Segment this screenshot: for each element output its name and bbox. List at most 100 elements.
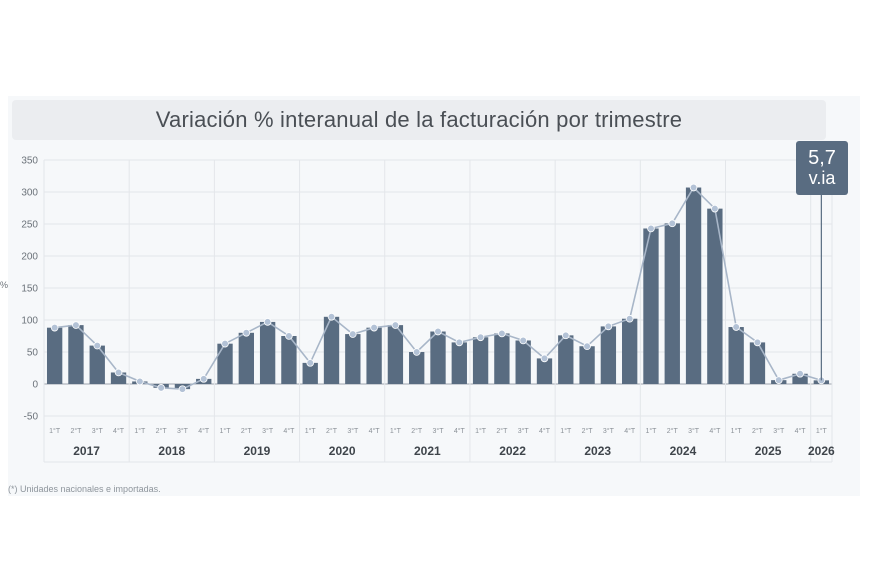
- y-tick-label: 0: [32, 380, 38, 391]
- bar: [430, 331, 446, 384]
- bar: [217, 343, 233, 384]
- quarter-label: 3°T: [603, 427, 615, 435]
- data-point: [136, 377, 144, 386]
- data-point: [583, 342, 591, 351]
- bar: [792, 373, 808, 384]
- data-point: [689, 183, 698, 192]
- bar: [664, 223, 680, 384]
- last-value-callout: 5,7 v.ia: [796, 141, 848, 195]
- year-label: 2018: [158, 444, 185, 458]
- data-point: [668, 219, 677, 228]
- quarter-label: 2°T: [241, 427, 253, 435]
- bar: [728, 327, 744, 384]
- quarter-label: 3°T: [518, 427, 530, 435]
- quarter-label: 2°T: [70, 427, 82, 435]
- data-point: [370, 323, 378, 332]
- y-tick-label: 200: [21, 252, 38, 263]
- bar: [281, 336, 297, 384]
- quarter-label: 1°T: [49, 427, 61, 435]
- data-point: [114, 368, 123, 377]
- bar: [238, 332, 254, 384]
- data-point: [221, 339, 229, 348]
- year-label: 2026: [808, 444, 835, 458]
- quarter-label: 4°T: [624, 427, 636, 435]
- quarter-label: 2°T: [752, 427, 764, 435]
- data-point: [540, 354, 549, 363]
- data-point: [412, 348, 421, 356]
- data-point: [774, 376, 783, 384]
- data-point: [476, 333, 485, 342]
- year-label: 2022: [499, 444, 526, 458]
- bar: [451, 342, 467, 384]
- quarter-label: 3°T: [688, 427, 700, 435]
- data-point: [72, 321, 80, 329]
- quarter-label: 3°T: [433, 427, 445, 435]
- chart-title: Variación % interanual de la facturación…: [12, 100, 826, 140]
- quarter-label: 3°T: [177, 427, 189, 435]
- data-point: [327, 312, 336, 321]
- y-tick-label: 100: [21, 316, 38, 327]
- bar: [558, 335, 574, 384]
- data-point: [455, 338, 464, 347]
- bar: [707, 208, 723, 384]
- bar: [472, 337, 489, 384]
- data-point: [753, 338, 762, 347]
- year-label: 2019: [244, 444, 271, 458]
- bar: [494, 333, 510, 384]
- data-point: [349, 330, 357, 338]
- quarter-label: 4°T: [198, 427, 210, 435]
- data-point: [711, 204, 719, 213]
- quarter-label: 1°T: [134, 427, 146, 435]
- data-point: [242, 328, 251, 337]
- data-point: [178, 385, 187, 393]
- y-axis-label: %: [0, 280, 8, 290]
- bar: [643, 228, 659, 384]
- bar: [622, 318, 638, 384]
- data-point: [50, 323, 59, 332]
- bar: [515, 340, 531, 384]
- callout-value: 5,7: [808, 147, 836, 170]
- bar: [259, 321, 276, 384]
- quarter-label: 3°T: [92, 427, 104, 435]
- year-label: 2020: [329, 444, 356, 458]
- quarter-label: 1°T: [475, 427, 487, 435]
- bar: [302, 362, 318, 384]
- data-point: [434, 327, 442, 336]
- quarter-label: 1°T: [816, 427, 828, 435]
- quarter-label: 4°T: [795, 427, 807, 435]
- bar: [685, 187, 702, 384]
- bar: [536, 358, 553, 384]
- quarter-label: 2°T: [156, 427, 168, 435]
- data-point: [93, 341, 102, 350]
- quarter-label: 3°T: [262, 427, 274, 435]
- y-tick-label: 50: [27, 348, 39, 359]
- quarter-label: 2°T: [411, 427, 423, 435]
- callout-unit: v.ia: [808, 168, 836, 189]
- quarter-label: 4°T: [283, 427, 295, 435]
- quarter-label: 1°T: [220, 427, 232, 435]
- data-point: [498, 329, 506, 338]
- quarter-label: 4°T: [454, 427, 466, 435]
- quarter-label: 4°T: [369, 427, 381, 435]
- data-point: [796, 369, 804, 378]
- data-point: [732, 323, 740, 331]
- data-point: [306, 359, 315, 367]
- quarter-label: 3°T: [347, 427, 359, 435]
- quarter-label: 2°T: [496, 427, 508, 435]
- data-point: [157, 384, 165, 392]
- data-point: [263, 318, 272, 326]
- quarter-label: 1°T: [305, 427, 317, 435]
- data-point: [519, 336, 527, 345]
- y-tick-label: -50: [24, 412, 39, 423]
- quarter-label: 2°T: [582, 427, 594, 435]
- quarter-label: 4°T: [539, 427, 551, 435]
- bar: [409, 352, 425, 384]
- bar: [749, 342, 766, 384]
- bar: [46, 327, 63, 384]
- y-tick-label: 300: [21, 188, 38, 199]
- bar: [68, 325, 84, 384]
- year-label: 2025: [755, 444, 782, 458]
- quarter-label: 1°T: [390, 427, 402, 435]
- data-point: [647, 224, 655, 233]
